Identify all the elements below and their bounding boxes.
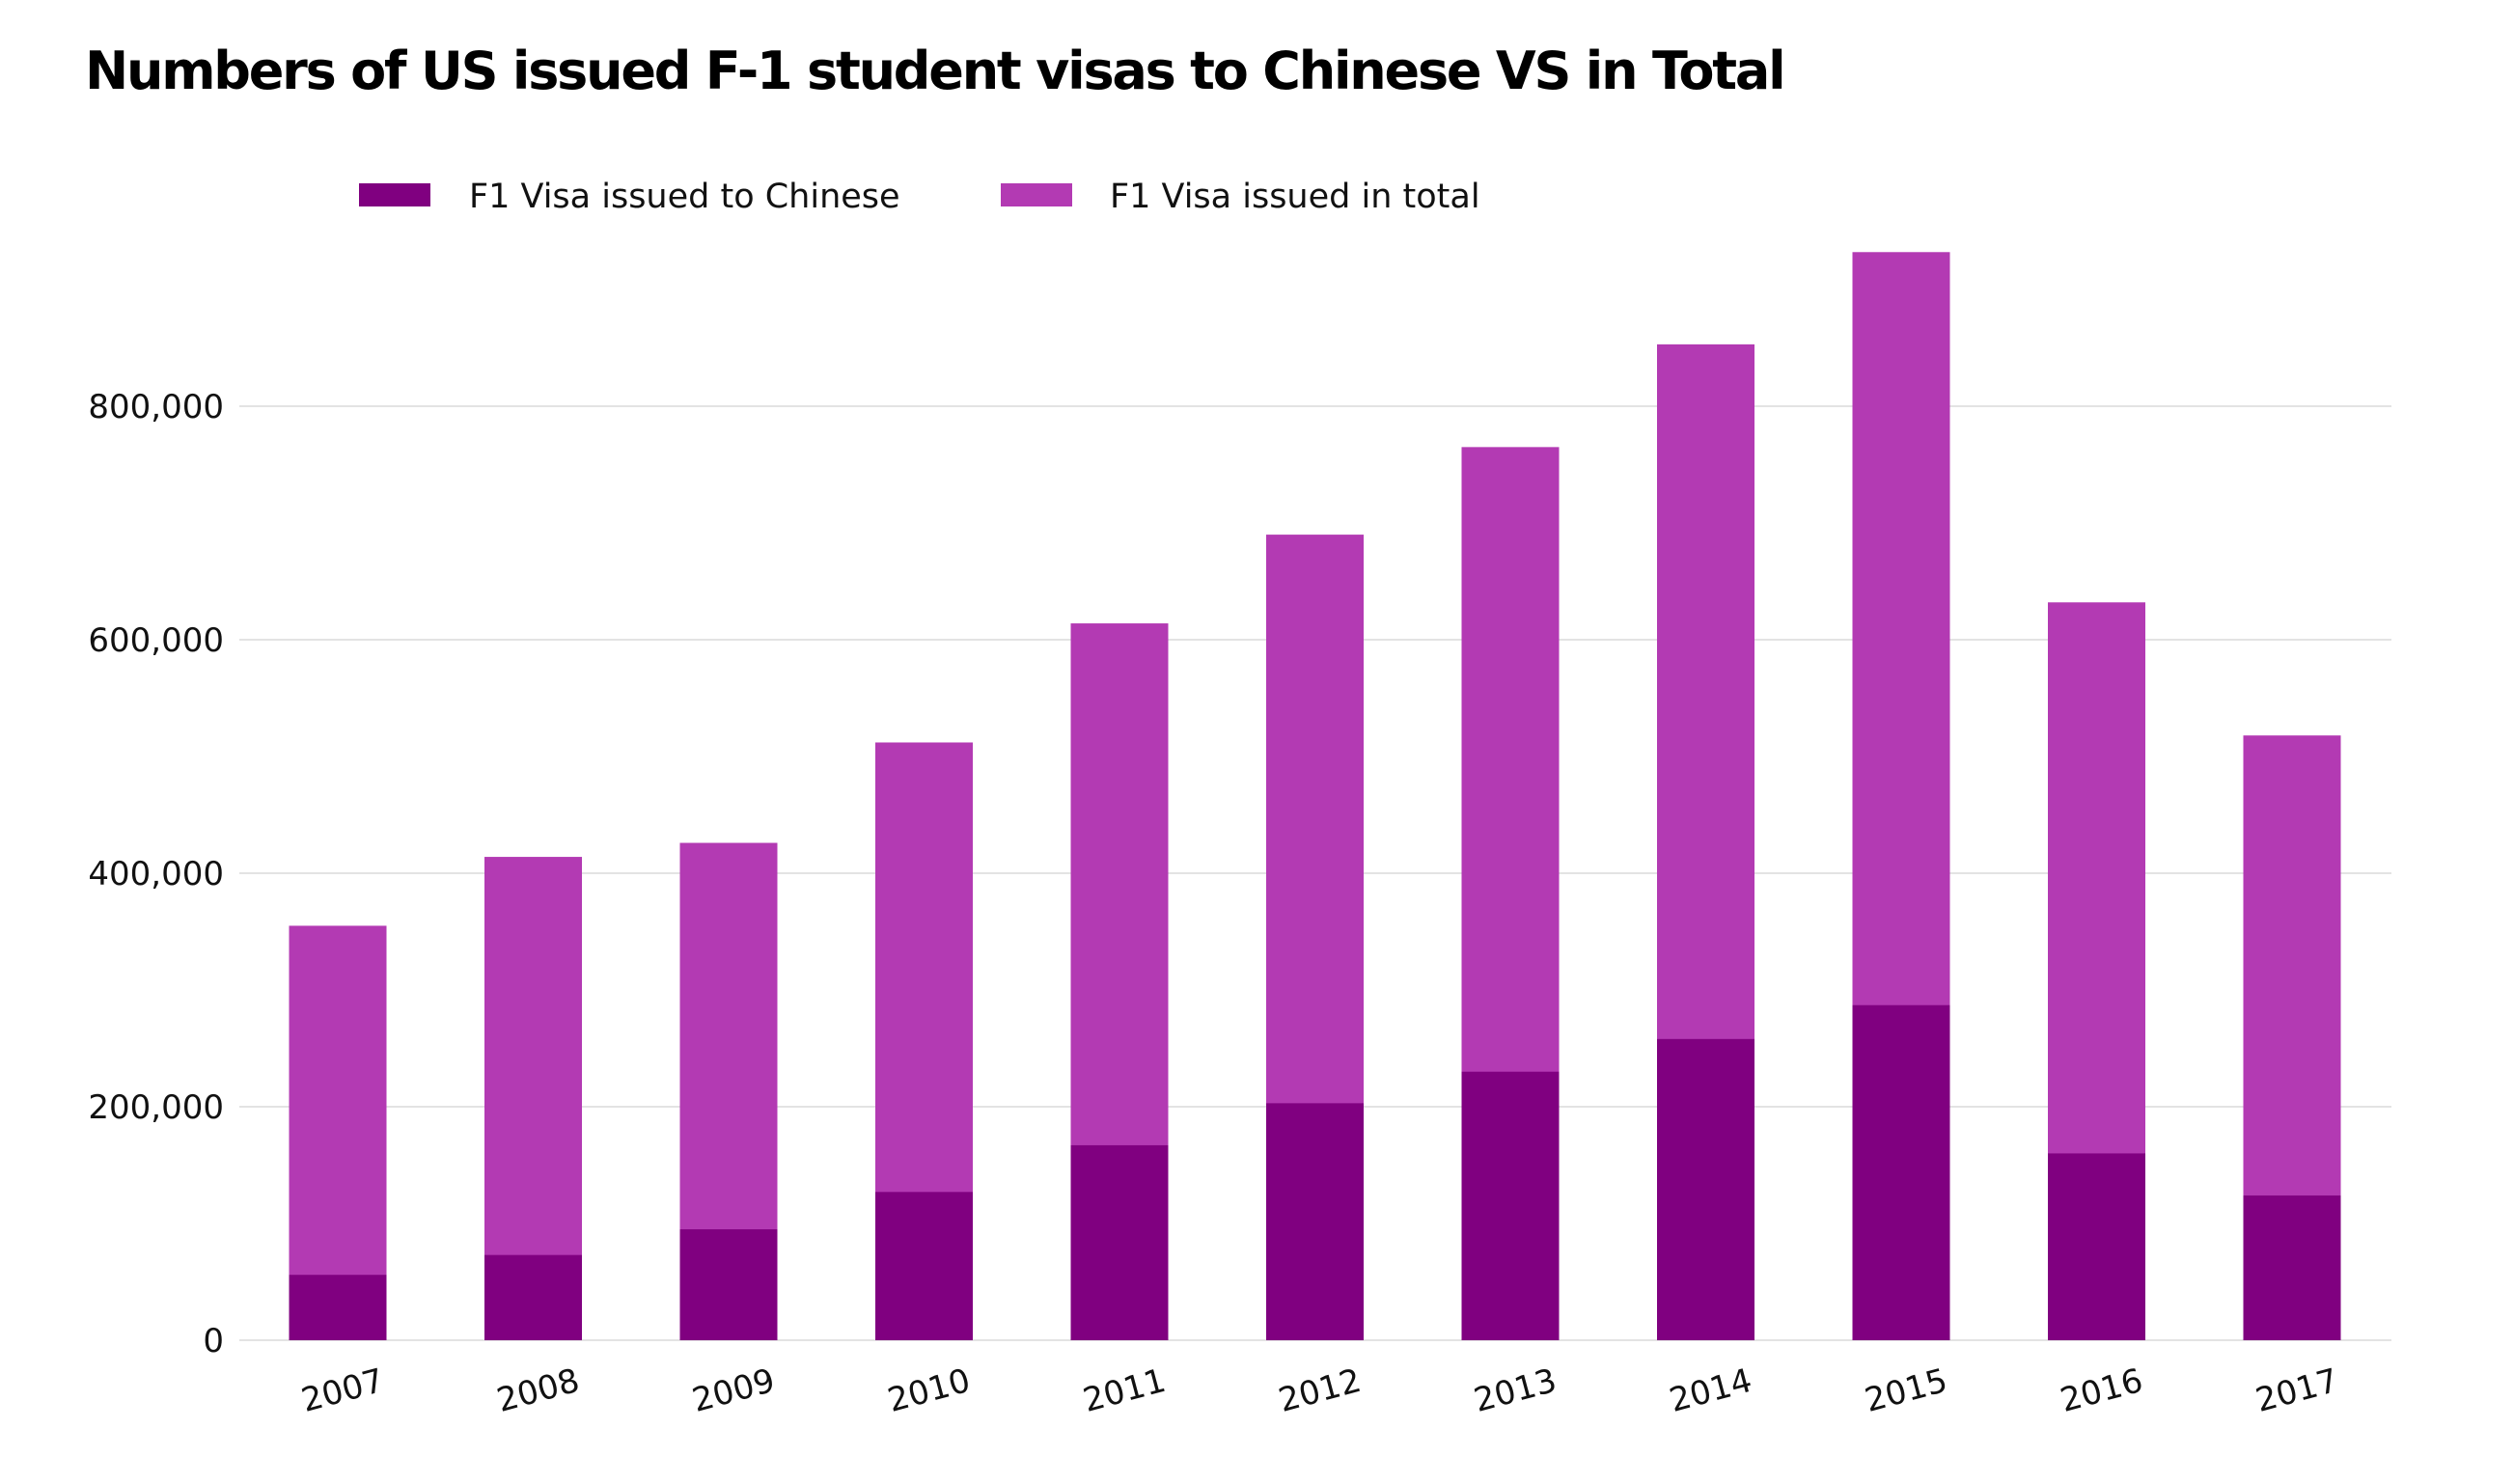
- y-tick-label: 0: [203, 1322, 224, 1360]
- x-axis: 2007 2008 2009 2010 2011 2012 2013 2014 2015 2016…: [297, 1361, 2342, 1420]
- bar-chinese-2016: [2048, 1153, 2145, 1340]
- legend-swatch: [1001, 183, 1072, 206]
- bar-chinese-2017: [2243, 1195, 2341, 1340]
- bar-chinese-2010: [875, 1192, 973, 1340]
- x-tick-label: 2017: [2252, 1361, 2342, 1420]
- legend-label: F1 Visa issued in total: [1110, 178, 1480, 216]
- bar-chinese-2011: [1070, 1144, 1169, 1340]
- chart-title: Numbers of US issued F-1 student visas t…: [85, 41, 1786, 101]
- bar-chinese-2012: [1266, 1103, 1364, 1340]
- legend: F1 Visa issued to Chinese F1 Visa issued …: [359, 178, 1480, 216]
- x-tick-label: 2009: [688, 1361, 779, 1420]
- y-tick-label: 800,000: [88, 388, 224, 426]
- y-tick-label: 200,000: [88, 1088, 224, 1127]
- bars: [289, 252, 2341, 1341]
- x-tick-label: 2015: [1861, 1361, 1951, 1420]
- x-tick-label: 2011: [1079, 1361, 1170, 1420]
- x-tick-label: 2012: [1275, 1361, 1366, 1420]
- bar-chinese-2015: [1852, 1004, 1950, 1340]
- bar-total-2007: [289, 925, 387, 1340]
- bar-chinese-2008: [484, 1254, 582, 1340]
- y-tick-label: 600,000: [88, 621, 224, 660]
- bar-chinese-2007: [289, 1275, 387, 1340]
- x-tick-label: 2013: [1470, 1361, 1561, 1420]
- x-tick-label: 2016: [2057, 1361, 2147, 1420]
- legend-swatch: [359, 183, 430, 206]
- legend-label: F1 Visa issued to Chinese: [469, 178, 900, 216]
- bar-chinese-2014: [1657, 1038, 1754, 1340]
- x-tick-label: 2008: [493, 1361, 584, 1420]
- x-tick-label: 2014: [1666, 1361, 1756, 1420]
- y-tick-label: 400,000: [88, 855, 224, 893]
- y-axis: 0 200,000 400,000 600,000 800,000: [88, 388, 224, 1360]
- bar-chinese-2013: [1461, 1071, 1560, 1340]
- x-tick-label: 2007: [297, 1361, 388, 1420]
- x-tick-label: 2010: [884, 1361, 975, 1420]
- bar-chinese-2009: [679, 1229, 778, 1340]
